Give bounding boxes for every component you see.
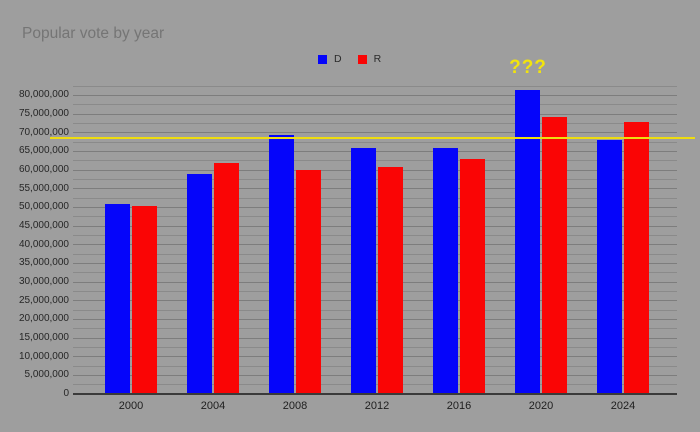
x-axis-label: 2012 <box>364 400 390 412</box>
y-axis-label: 25,000,000 <box>18 294 69 306</box>
bar-r-2012 <box>378 166 403 394</box>
bar-r-2000 <box>132 206 157 394</box>
x-axis-label: 2024 <box>610 400 636 412</box>
bar-r-2008 <box>296 170 321 394</box>
bar-d-2000 <box>105 203 130 394</box>
gridline <box>73 85 677 87</box>
bar-d-2012 <box>351 147 376 394</box>
bar-r-2016 <box>460 158 485 394</box>
x-axis-label: 2016 <box>446 400 472 412</box>
bar-d-2016 <box>433 147 458 394</box>
y-axis-label: 80,000,000 <box>18 89 69 101</box>
annotation-question-marks: ??? <box>509 57 547 78</box>
y-axis-label: 30,000,000 <box>18 276 69 287</box>
y-axis-label: 20,000,000 <box>18 313 69 325</box>
y-axis-label: 40,000,000 <box>18 238 69 250</box>
x-axis-line <box>73 393 677 395</box>
gridline <box>73 113 677 115</box>
y-axis-label: 70,000,000 <box>18 126 69 138</box>
gridline <box>73 141 677 143</box>
legend-label: R <box>373 53 382 65</box>
bar-d-2004 <box>187 173 212 394</box>
chart-title: Popular vote by year <box>22 25 165 42</box>
reference-line <box>50 137 695 140</box>
y-axis-label: 75,000,000 <box>18 108 69 119</box>
gridline <box>73 94 677 96</box>
gridline <box>73 132 677 134</box>
y-axis-label: 15,000,000 <box>18 332 69 343</box>
x-axis-label: 2020 <box>528 400 554 412</box>
x-axis-label: 2004 <box>200 400 226 412</box>
bar-d-2020 <box>515 90 540 394</box>
gridline <box>73 104 677 106</box>
legend-label: D <box>334 53 342 65</box>
bar-r-2020 <box>542 117 567 394</box>
plot-area <box>73 85 677 395</box>
y-axis-label: 0 <box>63 388 69 399</box>
legend-swatch-d <box>318 54 327 64</box>
bar-d-2024 <box>597 140 622 394</box>
bar-r-2024 <box>624 122 649 394</box>
legend-item-d: D <box>318 53 342 65</box>
y-axis-label: 10,000,000 <box>18 350 69 362</box>
legend-item-r: R <box>357 53 382 65</box>
bar-r-2004 <box>214 162 239 394</box>
x-axis-label: 2000 <box>118 400 144 412</box>
legend-swatch-r <box>357 54 367 64</box>
x-axis-label: 2008 <box>282 400 308 412</box>
y-axis-label: 50,000,000 <box>18 201 69 213</box>
y-axis-label: 55,000,000 <box>18 182 69 194</box>
y-axis-label: 60,000,000 <box>18 164 69 175</box>
bar-d-2008 <box>269 134 294 394</box>
y-axis-label: 45,000,000 <box>18 220 69 231</box>
y-axis-label: 35,000,000 <box>18 257 69 269</box>
gridline <box>73 122 677 124</box>
y-axis-label: 5,000,000 <box>24 369 70 381</box>
y-axis-label: 65,000,000 <box>18 145 69 157</box>
